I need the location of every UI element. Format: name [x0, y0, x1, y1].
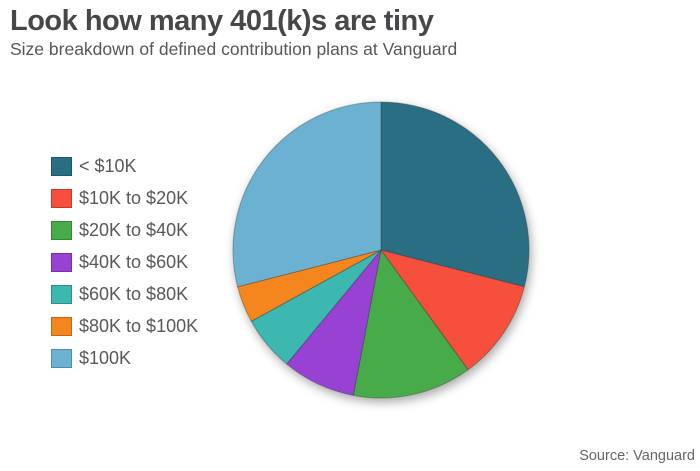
legend-label: $10K to $20K — [79, 187, 189, 208]
legend-item-5: $80K to $100K — [51, 310, 198, 342]
legend-label: $100K — [79, 347, 132, 368]
legend-swatch-icon — [51, 348, 72, 368]
legend-label: < $10K — [79, 155, 137, 176]
legend-swatch-icon — [51, 252, 72, 272]
pie-slice-1 — [380, 249, 525, 371]
legend-swatch-icon — [51, 220, 72, 240]
legend-swatch-icon — [51, 284, 72, 304]
pie-slice-0 — [380, 101, 530, 288]
legend-swatch-icon — [51, 188, 72, 208]
pie-chart — [232, 101, 530, 399]
legend-item-3: $40K to $60K — [51, 246, 198, 278]
legend-item-1: $10K to $20K — [51, 182, 198, 214]
pie-slice-3 — [286, 249, 382, 396]
pie-slices-group — [232, 101, 530, 399]
pie-slice-6 — [232, 101, 382, 288]
chart-subtitle: Size breakdown of defined contribution p… — [10, 39, 458, 59]
pie-slice-5 — [237, 249, 382, 322]
pie-slice-2 — [352, 249, 469, 399]
legend-item-0: < $10K — [51, 150, 198, 182]
legend-label: $60K to $80K — [79, 283, 189, 304]
source-attribution: Source: Vanguard — [579, 448, 695, 464]
pie-slice-4 — [250, 249, 382, 365]
legend-swatch-icon — [51, 316, 72, 336]
legend: < $10K $10K to $20K $20K to $40K $40K to $6… — [51, 150, 198, 374]
legend-label: $80K to $100K — [79, 315, 199, 336]
legend-item-4: $60K to $80K — [51, 278, 198, 310]
legend-label: $20K to $40K — [79, 219, 189, 240]
legend-item-2: $20K to $40K — [51, 214, 198, 246]
legend-swatch-icon — [51, 156, 72, 176]
legend-item-6: $100K — [51, 342, 198, 374]
legend-label: $40K to $60K — [79, 251, 189, 272]
page-title: Look how many 401(k)s are tiny — [10, 5, 434, 37]
